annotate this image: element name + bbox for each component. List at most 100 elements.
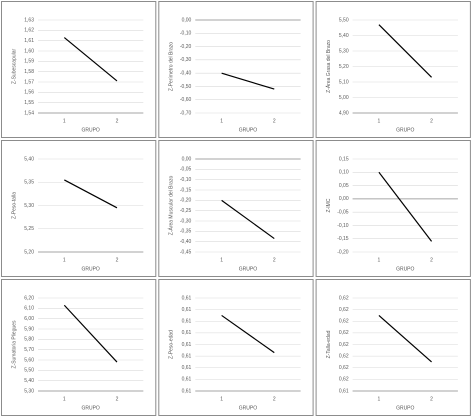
- x-axis-title: GRUPO: [396, 266, 414, 272]
- x-tick-label: 1: [220, 257, 223, 263]
- y-tick-label: -0,40: [180, 239, 192, 245]
- x-tick-label: 1: [378, 396, 381, 402]
- y-tick-label: 5,30: [24, 203, 34, 209]
- y-tick-label: 0,10: [339, 170, 349, 176]
- panel-frame: [1, 279, 157, 416]
- y-tick-label: -0,05: [337, 209, 349, 215]
- x-tick-label: 2: [430, 257, 433, 263]
- x-tick-label: 2: [116, 257, 119, 263]
- x-tick-label: 1: [63, 257, 66, 263]
- y-tick-label: 1,61: [24, 38, 34, 44]
- data-line: [221, 199, 275, 240]
- chart-panel: 0,15 0,10 0,05 0,00 -0,05 -0,10 -0,15 -0,20 1 2 GR…: [315, 140, 471, 277]
- y-tick-label: 4,90: [339, 110, 349, 116]
- panel-frame: [158, 1, 314, 138]
- x-axis-title: GRUPO: [81, 266, 99, 272]
- y-tick-label: 5,35: [24, 180, 34, 186]
- y-tick-label: -0,30: [180, 218, 192, 224]
- y-axis-title: Z-Peso-talla: [11, 192, 17, 219]
- y-tick-label: 0,61: [182, 377, 192, 383]
- panel-frame: [158, 140, 314, 277]
- y-tick-label: 6,10: [24, 306, 34, 312]
- x-tick-label: 2: [116, 396, 119, 402]
- y-tick-label: 5,70: [24, 347, 34, 353]
- chart-panel: 0,62 0,62 0,62 0,62 0,62 0,62 0,62 0,62 0,61 1 2 GR…: [315, 279, 471, 416]
- x-tick-label: 2: [430, 396, 433, 402]
- y-tick-label: 0,62: [339, 342, 349, 348]
- y-tick-label: 0,00: [182, 17, 192, 23]
- x-axis-title: GRUPO: [239, 127, 257, 133]
- data-line: [63, 304, 118, 363]
- y-tick-label: 0,61: [182, 295, 192, 301]
- y-tick-label: -0,45: [180, 249, 192, 255]
- y-tick-label: -0,25: [180, 208, 192, 214]
- y-tick-label: 1,58: [24, 69, 34, 75]
- x-axis-title: GRUPO: [396, 405, 414, 411]
- y-tick-label: 0,62: [339, 319, 349, 325]
- panel-frame: [1, 1, 157, 138]
- x-tick-label: 2: [273, 118, 276, 124]
- y-tick-label: 0,15: [339, 156, 349, 162]
- y-tick-label: 5,30: [339, 48, 349, 54]
- y-tick-label: -0,40: [180, 70, 192, 76]
- y-tick-label: -0,10: [337, 223, 349, 229]
- y-tick-label: 0,61: [182, 307, 192, 313]
- y-tick-label: 5,10: [339, 79, 349, 85]
- y-tick-label: 0,62: [339, 377, 349, 383]
- y-tick-label: 0,61: [182, 342, 192, 348]
- y-tick-label: 0,62: [339, 330, 349, 336]
- y-tick-label: -0,10: [180, 177, 192, 183]
- x-tick-label: 2: [273, 257, 276, 263]
- y-tick-label: 0,61: [339, 388, 349, 394]
- x-tick-label: 2: [430, 118, 433, 124]
- y-tick-label: 0,61: [182, 388, 192, 394]
- chart-panel: 1,63 1,62 1,61 1,60 1,59 1,58 1,57 1,56 1,55 1,54…: [1, 1, 157, 138]
- y-tick-label: 0,61: [182, 353, 192, 359]
- y-tick-label: 0,62: [339, 353, 349, 359]
- y-axis-title: Z-Perímetro del Brazo: [169, 42, 175, 91]
- chart-panel: 5,50 5,40 5,30 5,20 5,10 5,00 4,90 1 2 GRUPO Z-Áre…: [315, 1, 471, 138]
- y-tick-label: 5,60: [24, 357, 34, 363]
- y-tick-label: -0,10: [180, 31, 192, 37]
- y-tick-label: 0,61: [182, 330, 192, 336]
- y-axis-title: Z-Área Grasa del Brazo: [325, 40, 332, 93]
- data-line: [63, 37, 118, 82]
- chart-panel: 5,40 5,35 5,30 5,25 5,20 1 2 GRUPO Z-Peso-talla: [1, 140, 157, 277]
- x-tick-label: 2: [116, 118, 119, 124]
- y-tick-label: 0,05: [339, 183, 349, 189]
- chart-panel: 0,00 -0,05 -0,10 -0,15 -0,20 -0,25 -0,30 -0,35 -…: [158, 140, 314, 277]
- panel-frame: [315, 140, 471, 277]
- data-line: [378, 314, 432, 363]
- y-tick-label: -0,50: [180, 84, 192, 90]
- x-tick-label: 1: [63, 118, 66, 124]
- data-line: [221, 72, 275, 90]
- y-tick-label: -0,30: [180, 57, 192, 63]
- y-tick-label: 5,20: [339, 64, 349, 70]
- y-tick-label: 5,25: [24, 226, 34, 232]
- y-axis-title: Z-Talla-edad: [326, 330, 332, 358]
- x-axis-title: GRUPO: [81, 405, 99, 411]
- x-tick-label: 1: [63, 396, 66, 402]
- y-tick-label: 0,61: [182, 319, 192, 325]
- y-tick-label: 5,50: [24, 368, 34, 374]
- y-tick-label: -0,20: [337, 249, 349, 255]
- y-tick-label: -0,35: [180, 229, 192, 235]
- y-tick-label: -0,60: [180, 97, 192, 103]
- y-tick-label: 0,00: [182, 156, 192, 162]
- y-axis-title: Z-Sumatoria Pliegues: [11, 320, 17, 369]
- data-line: [221, 314, 275, 354]
- y-tick-label: 1,60: [24, 48, 34, 54]
- y-axis-title: Z-Subescapular: [11, 49, 17, 85]
- chart-panel: 0,00 -0,10 -0,20 -0,30 -0,40 -0,50 -0,60 -0,70 1…: [158, 1, 314, 138]
- y-tick-label: 0,62: [339, 295, 349, 301]
- y-tick-label: 1,59: [24, 59, 34, 65]
- y-axis-title: Z-IMC: [326, 198, 332, 212]
- chart-panel: 0,61 0,61 0,61 0,61 0,61 0,61 0,61 0,61 0,61 1 2 GR…: [158, 279, 314, 416]
- x-axis-title: GRUPO: [239, 405, 257, 411]
- x-tick-label: 1: [220, 118, 223, 124]
- x-axis-title: GRUPO: [396, 127, 414, 133]
- y-tick-label: 5,40: [339, 33, 349, 39]
- y-axis-title: Z-Peso-edad: [169, 330, 175, 359]
- x-axis-title: GRUPO: [239, 266, 257, 272]
